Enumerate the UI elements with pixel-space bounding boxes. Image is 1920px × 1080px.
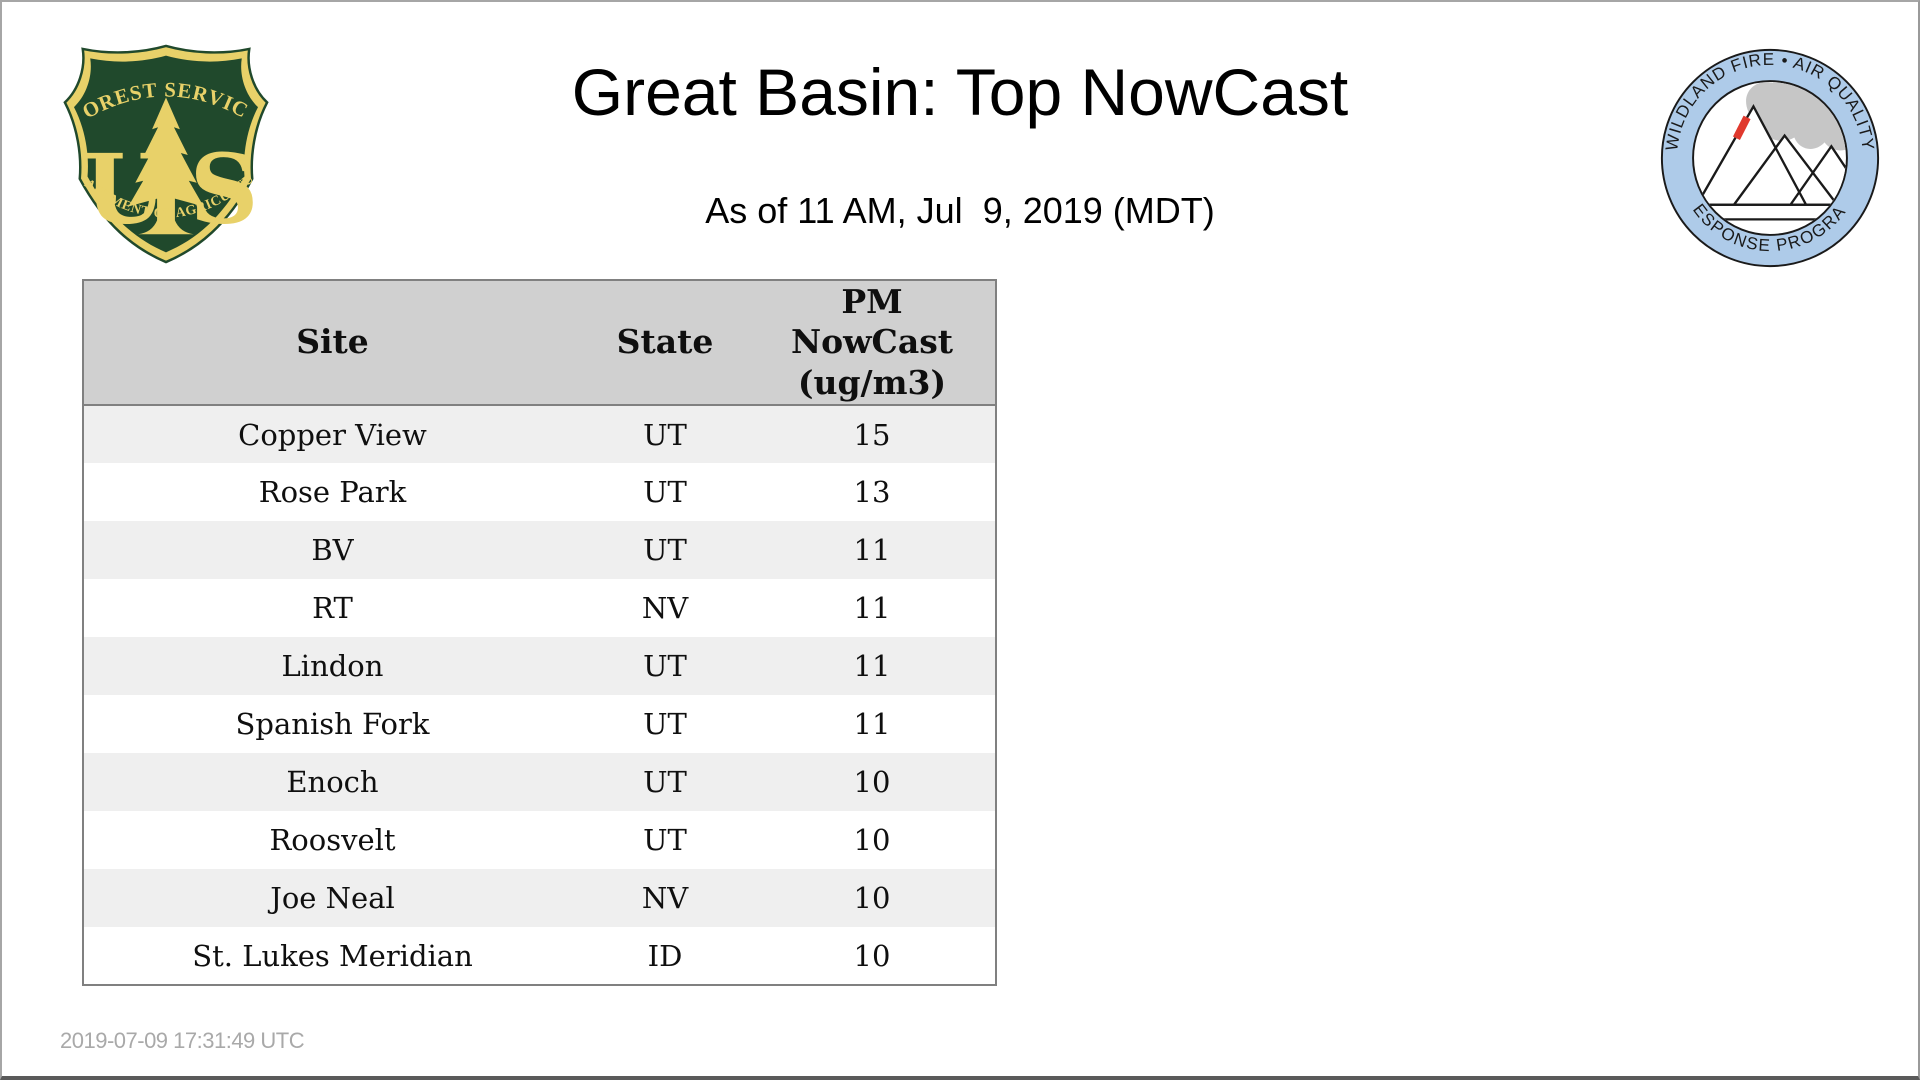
pm-value-cell: 11 xyxy=(853,649,891,683)
table-row: St. Lukes Meridian ID 10 xyxy=(83,927,996,985)
table-row: Copper View UT 15 xyxy=(83,405,996,463)
pm-header-line-1: PM xyxy=(841,282,903,322)
state-cell: UT xyxy=(643,823,687,857)
table-row: Enoch UT 10 xyxy=(83,753,996,811)
column-header-site: Site xyxy=(83,280,581,406)
site-cell: Enoch xyxy=(286,765,379,799)
nowcast-table: Site State PM NowCast (ug/m3) Copper Vie… xyxy=(82,279,997,986)
pine-tree-icon xyxy=(128,97,204,235)
pm-value-cell: 11 xyxy=(853,533,891,567)
state-cell: UT xyxy=(643,649,687,683)
table-row: Lindon UT 11 xyxy=(83,637,996,695)
table-row: Spanish Fork UT 11 xyxy=(83,695,996,753)
state-cell: UT xyxy=(643,417,687,452)
pm-value-cell: 10 xyxy=(853,938,891,973)
site-cell: Copper View xyxy=(238,417,427,452)
forest-service-logo: FOREST SERVICE U S DEPARTMENT OF AGRICUL… xyxy=(55,40,269,264)
table-header: Site State PM NowCast (ug/m3) xyxy=(83,280,996,406)
table-row: Rose Park UT 13 xyxy=(83,463,996,521)
generated-timestamp: 2019-07-09 17:31:49 UTC xyxy=(60,1028,305,1053)
pm-value-cell: 11 xyxy=(853,591,891,625)
flame-mark xyxy=(1732,115,1751,140)
site-cell: Roosvelt xyxy=(269,823,396,857)
page-subtitle: As of 11 AM, Jul 9, 2019 (MDT) xyxy=(705,190,1215,231)
table-row: RT NV 11 xyxy=(83,579,996,637)
table-row: Joe Neal NV 10 xyxy=(83,869,996,927)
shield-letter-s: S xyxy=(190,134,259,245)
pm-value-cell: 15 xyxy=(853,417,891,452)
table-row: BV UT 11 xyxy=(83,521,996,579)
site-cell: BV xyxy=(311,533,354,567)
state-cell: NV xyxy=(641,591,689,625)
state-cell: ID xyxy=(647,938,683,973)
pm-value-cell: 11 xyxy=(853,707,891,741)
table-row: Roosvelt UT 10 xyxy=(83,811,996,869)
pm-header-line-3: (ug/m3) xyxy=(797,362,947,402)
column-header-state: State xyxy=(581,280,749,406)
pm-value-cell: 10 xyxy=(853,823,891,857)
table-body: Copper View UT 15 Rose Park UT 13 BV UT … xyxy=(83,405,996,985)
state-cell: UT xyxy=(643,475,687,509)
state-cell: NV xyxy=(641,881,689,915)
column-header-pm-nowcast: PM NowCast (ug/m3) xyxy=(749,280,996,406)
site-cell: RT xyxy=(312,591,353,625)
pm-value-cell: 10 xyxy=(853,881,891,915)
state-cell: UT xyxy=(643,533,687,567)
pm-value-cell: 10 xyxy=(853,765,891,799)
site-cell: Joe Neal xyxy=(270,881,395,915)
smoke-plume xyxy=(1746,82,1846,156)
state-cell: UT xyxy=(643,707,687,741)
header-row: Site State PM NowCast (ug/m3) xyxy=(83,280,996,406)
site-cell: St. Lukes Meridian xyxy=(192,938,473,973)
pm-value-cell: 13 xyxy=(853,475,891,509)
site-cell: Lindon xyxy=(281,649,384,683)
page-title: Great Basin: Top NowCast xyxy=(571,55,1349,129)
site-cell: Spanish Fork xyxy=(235,707,430,741)
state-cell: UT xyxy=(643,765,687,799)
pm-header-line-2: NowCast xyxy=(790,322,954,362)
wfaqrp-logo: WILDLAND FIRE • AIR QUALITY RESPONSE PRO… xyxy=(1658,46,1880,268)
site-cell: Rose Park xyxy=(258,475,407,509)
